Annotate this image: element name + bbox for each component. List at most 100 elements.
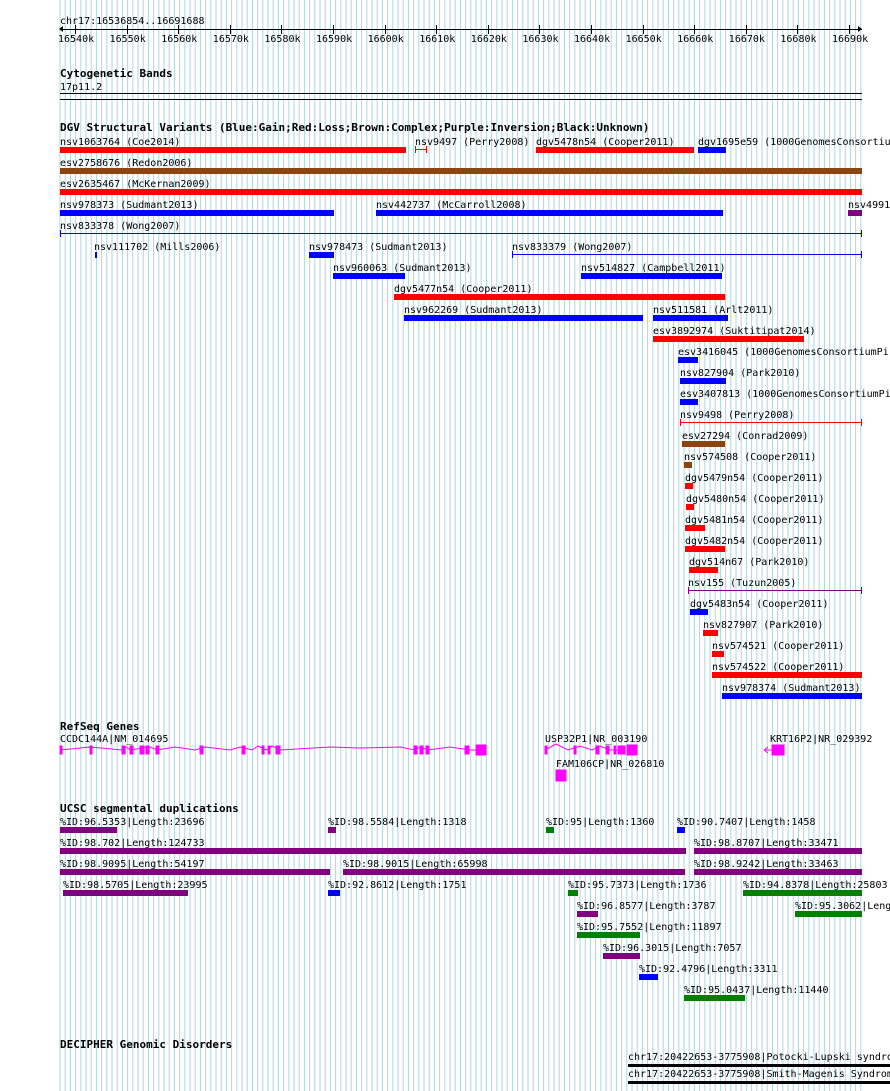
segdup-bar[interactable] [60, 848, 686, 854]
dgv-variant-bar[interactable] [536, 147, 694, 153]
dgv-variant-bar[interactable] [60, 147, 406, 153]
dgv-variant-bar[interactable] [60, 233, 862, 234]
dgv-variant-bar[interactable] [848, 210, 862, 216]
dgv-variant-bar[interactable] [60, 210, 334, 216]
dgv-variant-label[interactable]: nsv155 (Tuzun2005) [688, 578, 797, 589]
dgv-variant-label[interactable]: nsv833379 (Wong2007) [512, 242, 633, 253]
segdup-label[interactable]: %ID:95.7373|Length:1736 [568, 880, 707, 891]
dgv-variant-bar[interactable] [712, 672, 862, 678]
dgv-variant-label[interactable]: nsv574522 (Cooper2011) [712, 662, 845, 673]
gene-label-fam106cp[interactable]: FAM106CP|NR_026810 [556, 759, 665, 770]
segdup-label[interactable]: %ID:98.5584|Length:1318 [328, 817, 467, 828]
segdup-bar[interactable] [328, 890, 340, 896]
dgv-variant-label[interactable]: dgv5481n54 (Cooper2011) [685, 515, 824, 526]
dgv-variant-bar[interactable] [60, 168, 862, 174]
dgv-variant-bar[interactable] [333, 273, 405, 279]
segdup-label[interactable]: %ID:95.7552|Length:11897 [577, 922, 722, 933]
dgv-variant-bar[interactable] [512, 254, 862, 255]
gene-label-ccdc144a[interactable]: CCDC144A|NM_014695 [60, 734, 169, 745]
segdup-bar[interactable] [60, 827, 117, 833]
segdup-label[interactable]: %ID:98.9242|Length:33463 [694, 859, 839, 870]
segdup-bar[interactable] [63, 890, 188, 896]
dgv-variant-bar[interactable] [376, 210, 723, 216]
segdup-label[interactable]: %ID:96.3015|Length:7057 [603, 943, 742, 954]
dgv-variant-label[interactable]: esv2758676 (Redon2006) [60, 158, 193, 169]
gene-label-usp32p1[interactable]: USP32P1|NR_003190 [545, 734, 648, 745]
dgv-variant-bar[interactable] [685, 525, 705, 531]
cytoband-bar[interactable] [60, 93, 862, 94]
dgv-variant-label[interactable]: dgv1695e59 (1000GenomesConsortiu [698, 137, 890, 148]
dgv-variant-bar[interactable] [415, 149, 427, 150]
decipher-bar-potocki-lupski[interactable] [628, 1064, 890, 1067]
dgv-variant-label[interactable]: esv3892974 (Suktitipat2014) [653, 326, 816, 337]
dgv-variant-bar[interactable] [722, 693, 862, 699]
dgv-variant-label[interactable]: nsv511581 (Arlt2011) [653, 305, 774, 316]
dgv-variant-label[interactable]: nsv442737 (McCarroll2008) [376, 200, 527, 211]
dgv-variant-label[interactable]: nsv827904 (Park2010) [680, 368, 801, 379]
dgv-variant-label[interactable]: nsv978473 (Sudmant2013) [309, 242, 448, 253]
segdup-bar[interactable] [639, 974, 658, 980]
segdup-bar[interactable] [694, 848, 862, 854]
dgv-variant-label[interactable]: dgv514n67 (Park2010) [689, 557, 810, 568]
dgv-variant-bar[interactable] [684, 462, 692, 468]
segdup-bar[interactable] [603, 953, 640, 959]
segdup-label[interactable]: %ID:98.702|Length:124733 [60, 838, 205, 849]
dgv-variant-bar[interactable] [698, 147, 726, 153]
dgv-variant-bar[interactable] [680, 399, 698, 405]
dgv-variant-label[interactable]: esv2635467 (McKernan2009) [60, 179, 211, 190]
segdup-bar[interactable] [577, 932, 640, 938]
dgv-variant-bar[interactable] [678, 357, 698, 363]
dgv-variant-bar[interactable] [689, 567, 718, 573]
segdup-bar[interactable] [684, 995, 745, 1001]
dgv-variant-bar[interactable] [309, 252, 334, 258]
segdup-label[interactable]: %ID:98.9095|Length:54197 [60, 859, 205, 870]
dgv-variant-label[interactable]: nsv962269 (Sudmant2013) [404, 305, 543, 316]
dgv-variant-bar[interactable] [653, 315, 728, 321]
dgv-variant-bar[interactable] [712, 651, 724, 657]
dgv-variant-label[interactable]: nsv833378 (Wong2007) [60, 221, 181, 232]
dgv-variant-label[interactable]: esv27294 (Conrad2009) [682, 431, 809, 442]
segdup-label[interactable]: %ID:92.8612|Length:1751 [328, 880, 467, 891]
dgv-variant-label[interactable]: dgv5478n54 (Cooper2011) [536, 137, 675, 148]
dgv-variant-label[interactable]: nsv9497 (Perry2008) [415, 137, 530, 148]
segdup-bar[interactable] [568, 890, 578, 896]
dgv-variant-label[interactable]: nsv827907 (Park2010) [703, 620, 824, 631]
dgv-variant-label[interactable]: dgv5480n54 (Cooper2011) [686, 494, 825, 505]
dgv-variant-label[interactable]: esv3416045 (1000GenomesConsortiumPi [678, 347, 889, 358]
dgv-variant-label[interactable]: nsv978374 (Sudmant2013) [722, 683, 861, 694]
dgv-variant-bar[interactable] [95, 252, 97, 258]
segdup-label[interactable]: %ID:95.0437|Length:11440 [684, 985, 829, 996]
dgv-variant-bar[interactable] [688, 590, 862, 591]
decipher-bar-smith-magenis[interactable] [628, 1081, 890, 1084]
dgv-variant-bar[interactable] [653, 336, 804, 342]
dgv-variant-bar[interactable] [690, 609, 708, 615]
segdup-label[interactable]: %ID:95|Length:1360 [546, 817, 655, 828]
segdup-bar[interactable] [694, 869, 862, 875]
dgv-variant-label[interactable]: nsv111702 (Mills2006) [94, 242, 221, 253]
dgv-variant-bar[interactable] [60, 189, 862, 195]
segdup-bar[interactable] [677, 827, 685, 833]
dgv-variant-bar[interactable] [680, 378, 726, 384]
dgv-variant-label[interactable]: nsv1063764 (Coe2014) [60, 137, 181, 148]
dgv-variant-bar[interactable] [394, 294, 725, 300]
refseq-gene-models[interactable] [0, 740, 890, 785]
dgv-variant-bar[interactable] [404, 315, 643, 321]
dgv-variant-label[interactable]: esv3407813 (1000GenomesConsortiumPi [680, 389, 890, 400]
dgv-variant-bar[interactable] [682, 441, 725, 447]
decipher-item-potocki-lupski[interactable]: chr17:20422653-3775908|Potocki-Lupski sy… [628, 1052, 890, 1063]
segdup-label[interactable]: %ID:90.7407|Length:1458 [677, 817, 816, 828]
dgv-variant-label[interactable]: dgv5482n54 (Cooper2011) [685, 536, 824, 547]
dgv-variant-label[interactable]: dgv5483n54 (Cooper2011) [690, 599, 829, 610]
dgv-variant-label[interactable]: nsv514827 (Campbell2011) [581, 263, 726, 274]
segdup-bar[interactable] [795, 911, 862, 917]
segdup-bar[interactable] [343, 869, 685, 875]
dgv-variant-bar[interactable] [685, 546, 725, 552]
segdup-label[interactable]: %ID:95.3062|Lengt [795, 901, 890, 912]
segdup-bar[interactable] [743, 890, 862, 896]
dgv-variant-bar[interactable] [680, 422, 862, 423]
dgv-variant-bar[interactable] [686, 504, 694, 510]
segdup-label[interactable]: %ID:98.8707|Length:33471 [694, 838, 839, 849]
segdup-label[interactable]: %ID:98.9015|Length:65998 [343, 859, 488, 870]
segdup-bar[interactable] [577, 911, 598, 917]
dgv-variant-label[interactable]: dgv5477n54 (Cooper2011) [394, 284, 533, 295]
